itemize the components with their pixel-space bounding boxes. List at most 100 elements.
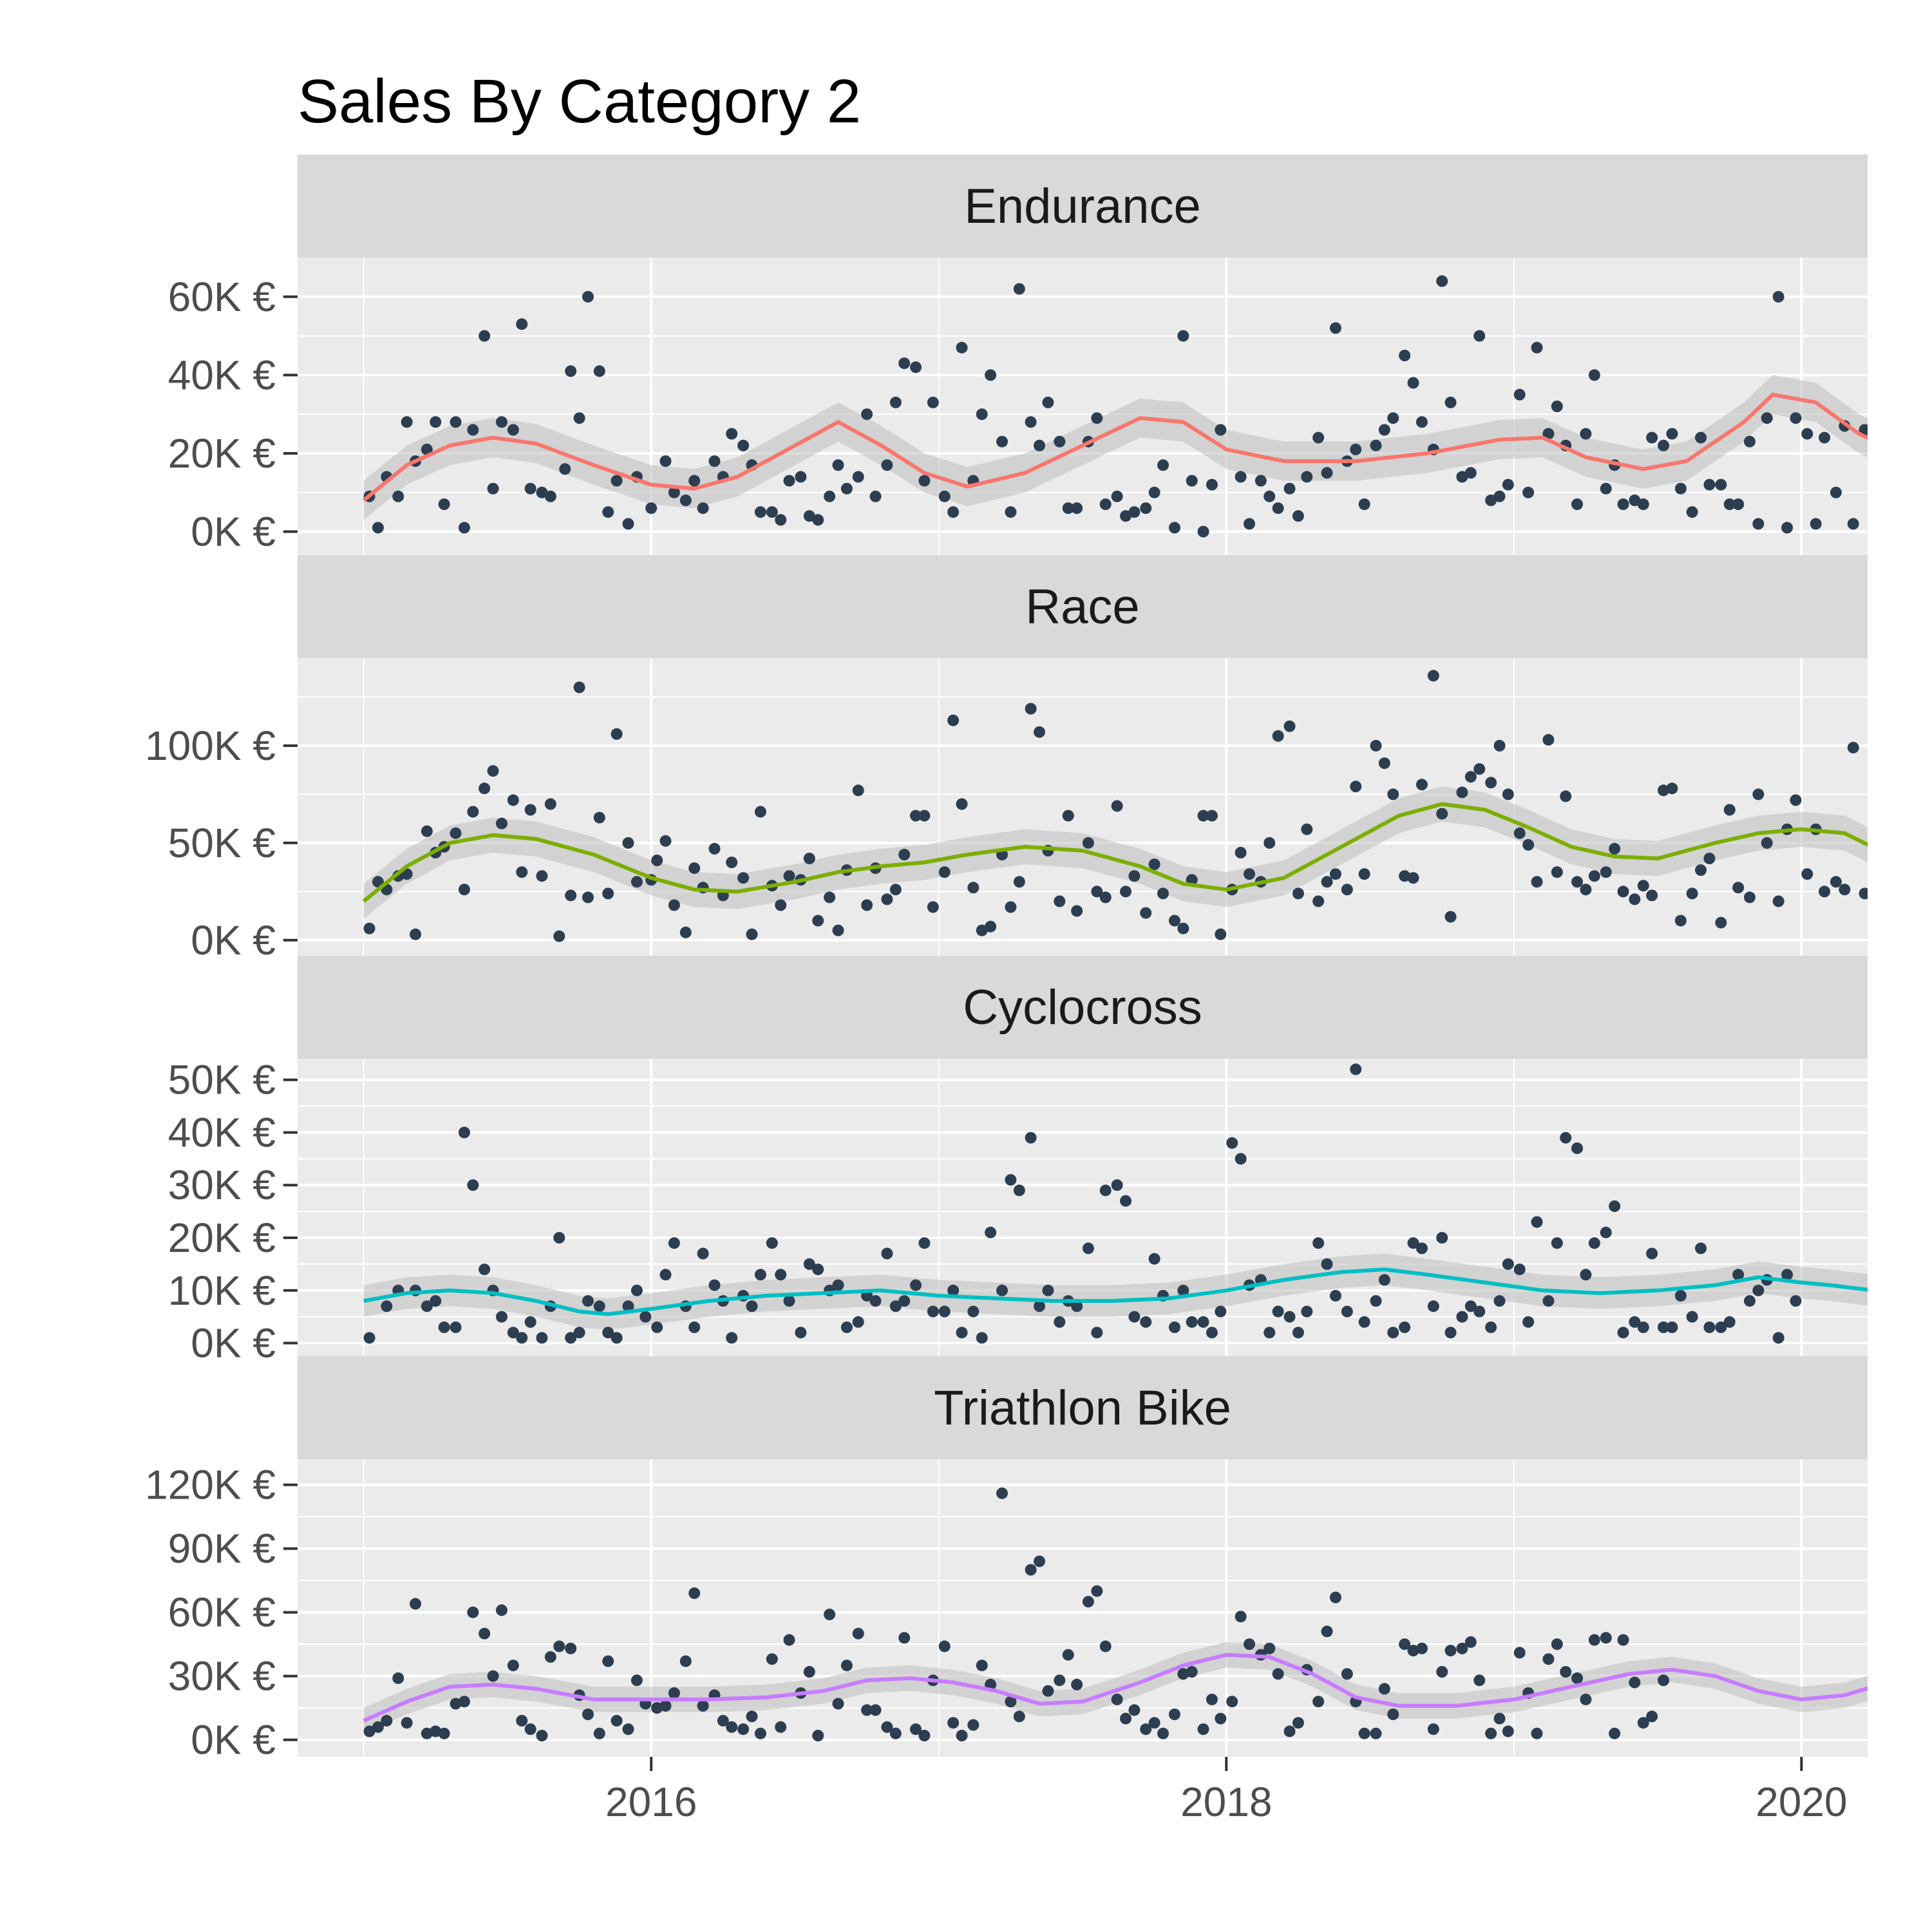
data-point <box>623 518 634 529</box>
data-point <box>1177 330 1189 342</box>
data-point <box>651 855 663 866</box>
data-point <box>594 812 605 824</box>
data-point <box>1128 1311 1140 1323</box>
data-point <box>927 397 939 408</box>
data-point <box>1465 771 1477 782</box>
data-point <box>631 1674 643 1686</box>
data-point <box>1359 868 1370 880</box>
data-point <box>1732 498 1744 510</box>
data-point <box>1732 882 1744 893</box>
data-point <box>726 428 737 440</box>
data-point <box>1790 1295 1801 1307</box>
y-tick-label: 30K € <box>168 1653 276 1700</box>
data-point <box>525 1316 536 1328</box>
data-point <box>833 459 844 471</box>
data-point <box>1284 721 1296 732</box>
data-point <box>1264 1327 1275 1338</box>
y-tick-label: 90K € <box>168 1526 276 1572</box>
data-point <box>910 1280 922 1291</box>
data-point <box>611 475 623 487</box>
data-point <box>1473 1674 1485 1686</box>
data-point <box>812 915 824 927</box>
data-point <box>881 459 893 471</box>
data-point <box>1273 502 1284 514</box>
y-tick-label: 120K € <box>145 1462 276 1508</box>
data-point <box>1502 1258 1514 1270</box>
data-point <box>890 1728 902 1739</box>
data-point <box>565 889 576 901</box>
data-point <box>1658 1674 1669 1686</box>
data-point <box>775 1721 786 1733</box>
data-point <box>1494 740 1506 752</box>
data-point <box>1646 889 1658 901</box>
data-point <box>861 408 873 420</box>
data-point <box>1112 800 1123 812</box>
data-point <box>594 1728 605 1739</box>
data-point <box>1494 1713 1506 1725</box>
data-point <box>1100 1640 1112 1652</box>
data-point <box>1321 876 1333 887</box>
data-point <box>430 1295 441 1307</box>
data-point <box>1215 424 1226 436</box>
data-point <box>1876 487 1888 498</box>
facet-strip-label: Endurance <box>964 179 1201 234</box>
data-point <box>1244 868 1255 880</box>
data-point <box>1350 1063 1361 1075</box>
data-point <box>1761 412 1773 424</box>
data-point <box>623 837 634 849</box>
data-point <box>381 1715 392 1727</box>
data-point <box>1571 498 1583 510</box>
data-point <box>623 1723 634 1735</box>
data-point <box>1773 1332 1785 1343</box>
data-point <box>1473 330 1485 342</box>
data-point <box>594 365 605 377</box>
data-point <box>1301 471 1312 482</box>
data-point <box>1416 416 1428 428</box>
data-point <box>1917 369 1928 381</box>
data-point <box>1531 1217 1543 1228</box>
data-point <box>1436 276 1448 287</box>
data-point <box>496 416 507 428</box>
data-point <box>1186 475 1198 487</box>
data-point <box>1177 923 1189 934</box>
data-point <box>1781 522 1793 533</box>
data-point <box>927 902 939 913</box>
data-point <box>1215 1713 1226 1725</box>
data-point <box>1580 884 1591 895</box>
data-point <box>1312 896 1324 907</box>
data-point <box>1005 506 1016 518</box>
data-point <box>956 799 968 810</box>
data-point <box>1112 1179 1123 1191</box>
data-point <box>1600 866 1612 878</box>
data-point <box>553 1640 565 1652</box>
data-point <box>1370 1728 1382 1739</box>
data-point <box>525 1723 536 1735</box>
data-point <box>1485 1728 1497 1739</box>
data-point <box>784 1634 795 1646</box>
data-point <box>1120 1713 1132 1725</box>
data-point <box>1428 1723 1439 1735</box>
data-point <box>841 483 853 495</box>
data-point <box>1157 887 1169 899</box>
data-point <box>1465 1636 1477 1648</box>
data-point <box>1551 1638 1563 1650</box>
data-point <box>755 506 766 518</box>
data-point <box>1542 1653 1554 1665</box>
data-point <box>1436 1232 1448 1244</box>
data-point <box>372 522 384 533</box>
data-point <box>1034 1555 1045 1567</box>
data-point <box>1905 357 1917 369</box>
data-point <box>1485 777 1497 788</box>
data-point <box>1752 518 1764 529</box>
data-point <box>766 1237 778 1249</box>
data-point <box>755 1269 766 1280</box>
data-point <box>1083 837 1094 849</box>
data-point <box>1773 896 1785 907</box>
data-point <box>1157 1728 1169 1739</box>
data-point <box>1112 1694 1123 1705</box>
data-point <box>1293 887 1304 899</box>
data-point <box>1502 1725 1514 1737</box>
data-point <box>1215 1306 1226 1318</box>
data-point <box>1618 1634 1629 1646</box>
facet-panel-race: Race 0K € 50K € 100K € <box>145 555 1932 963</box>
